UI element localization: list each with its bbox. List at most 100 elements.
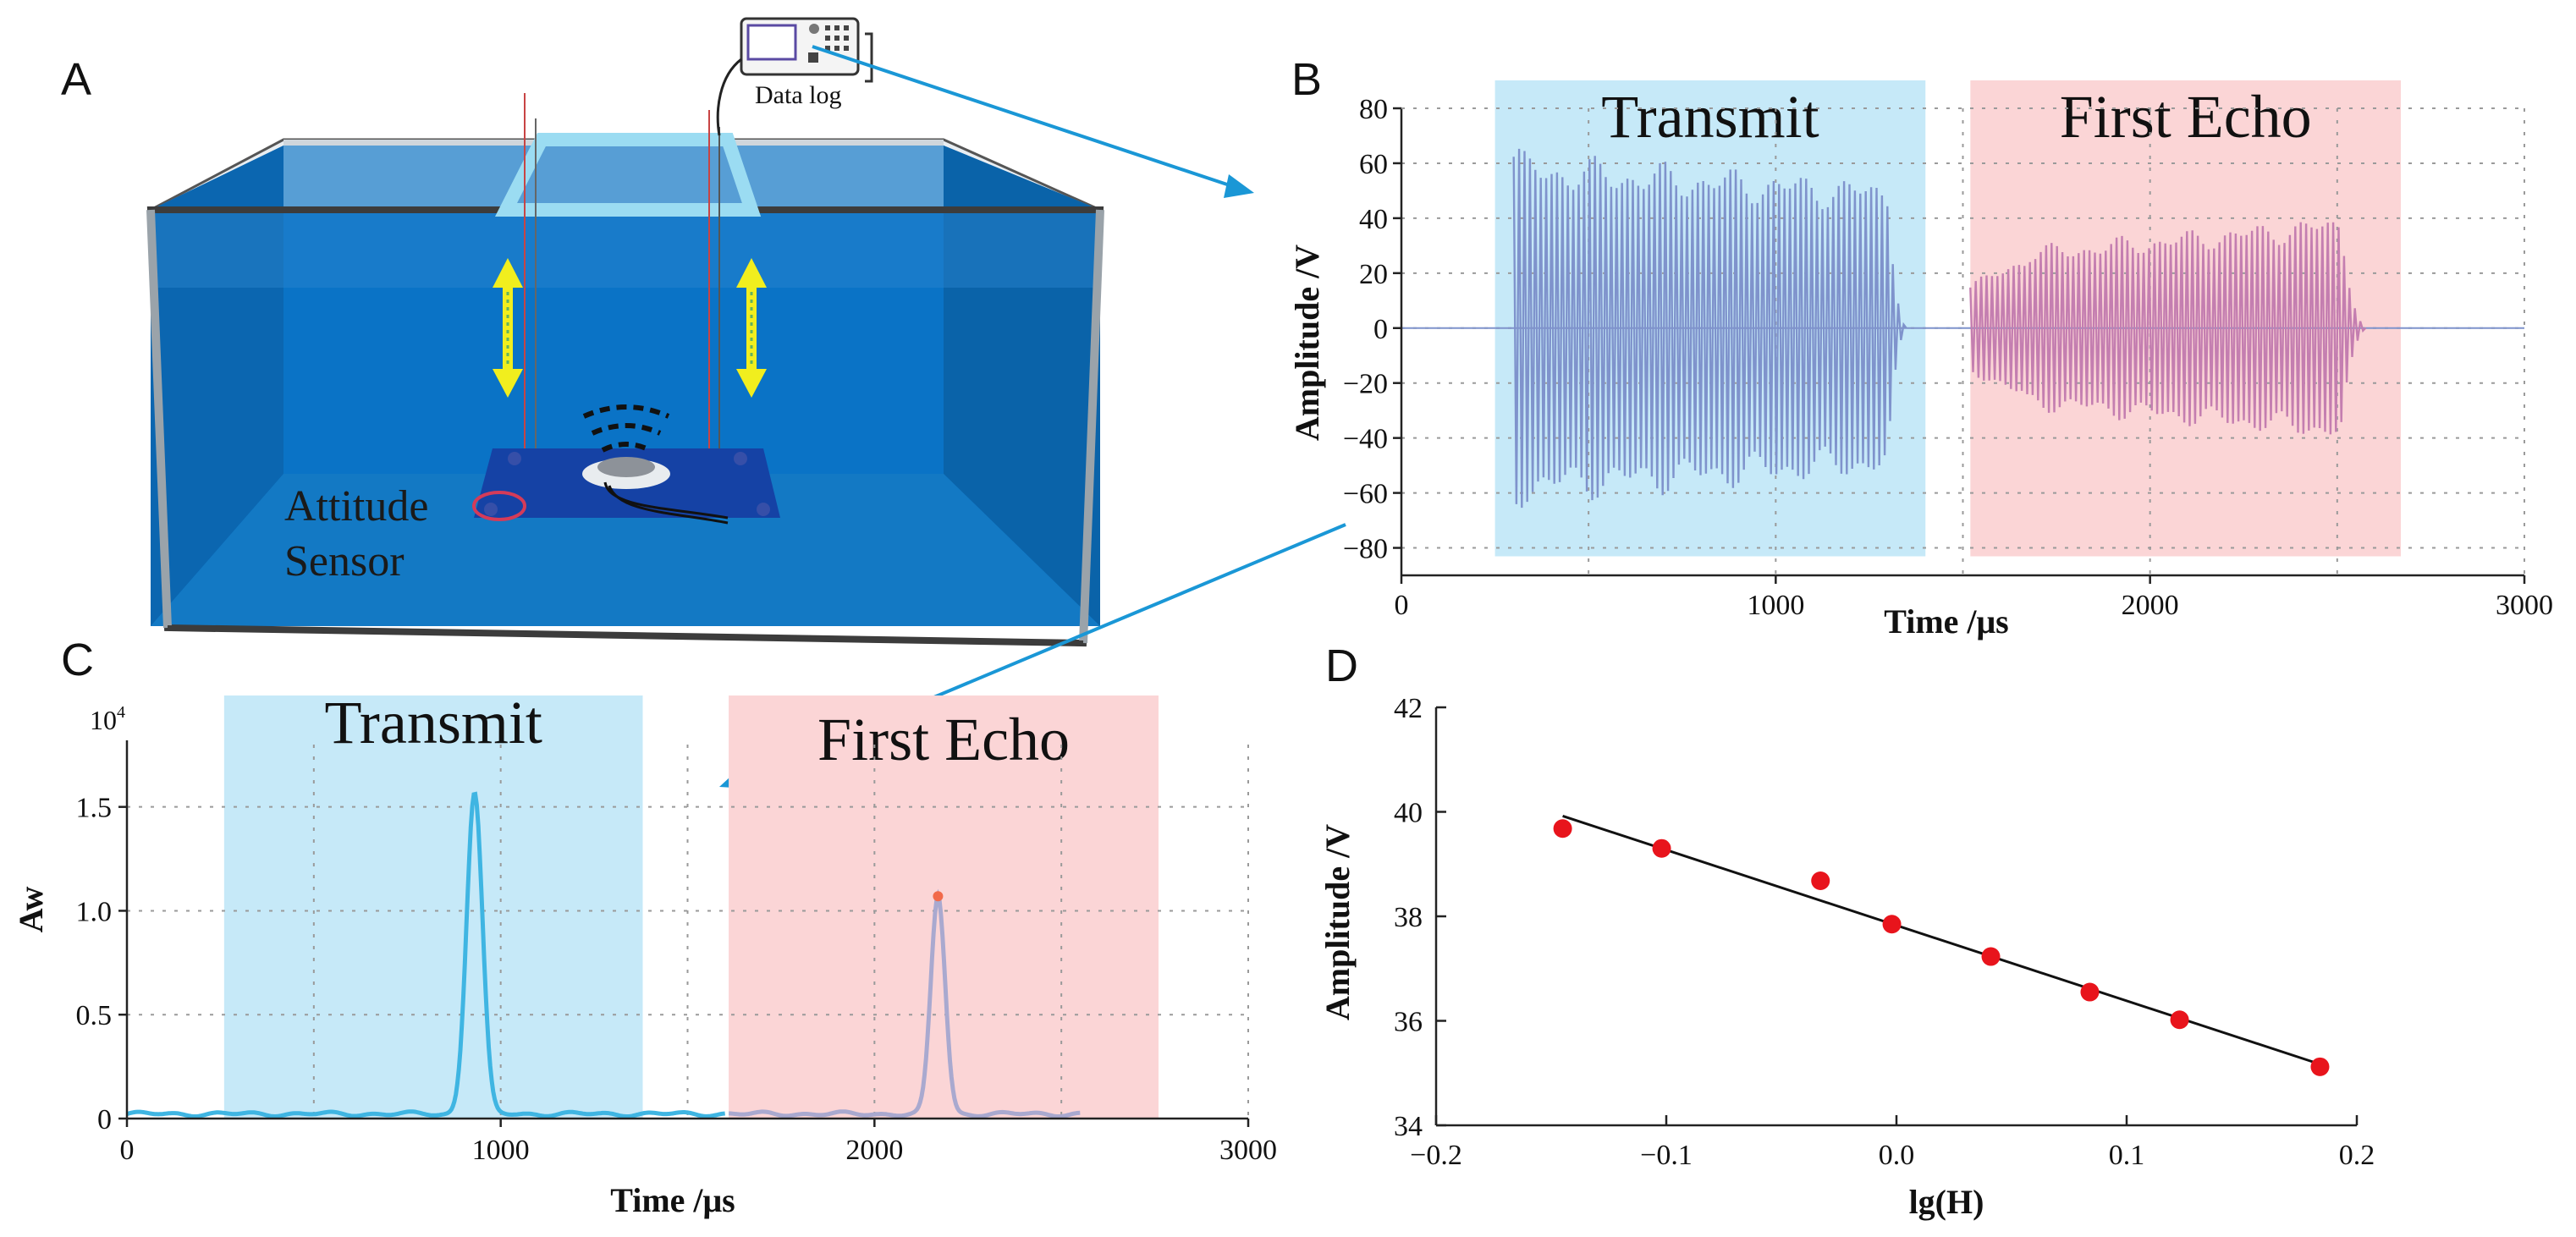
- sound-wave-icon: [582, 404, 670, 453]
- tank-right-wall: [944, 146, 1100, 626]
- panel-d: D 42 40 38 36 34−0.2 −0.1 0.0 0.1 0.2 lg(H) Ampl…: [1318, 640, 2375, 1221]
- sensor-label-line2: Sensor: [284, 537, 405, 586]
- d-y-axis-title: Amplitude /V: [1318, 824, 1357, 1020]
- c-ytick-label: 0.5: [76, 1000, 113, 1031]
- d-x-axis-title: lg(H): [1909, 1183, 1984, 1221]
- plate-bolt: [757, 503, 770, 516]
- suspension-frame: [494, 133, 762, 217]
- b-ytick-label: 60: [1359, 149, 1388, 180]
- d-xtick-label: −0.2: [1410, 1140, 1462, 1171]
- tank-water-surface: [151, 146, 1100, 210]
- d-fit-line: [1562, 815, 2320, 1066]
- d-data-point: [1553, 819, 1572, 838]
- d-data-point: [2310, 1057, 2330, 1076]
- b-series-transmit: [1512, 148, 1907, 509]
- tank-bottom-edge: [167, 625, 1084, 646]
- d-xtick-label: 0.2: [2339, 1140, 2375, 1171]
- tank-left-edge: [146, 209, 172, 629]
- tank-right-edge: [1079, 209, 1104, 644]
- b-ytick-label: −80: [1343, 534, 1388, 565]
- c-band-transmit: [223, 695, 643, 1119]
- panel-letter-c: C: [61, 635, 94, 685]
- c-band-label: Transmit: [324, 689, 542, 756]
- plate-bolt: [508, 452, 521, 465]
- c-ytick-label: 1.0: [76, 896, 113, 927]
- c-peak-marker: [933, 891, 944, 902]
- axes-layer: 42 40 38 36 34−0.2 −0.1 0.0 0.1 0.2: [1394, 693, 2375, 1171]
- b-band-label: First Echo: [2060, 83, 2312, 151]
- connector-arrow-b: [812, 45, 1238, 190]
- attitude-sensor-marker: [472, 491, 526, 521]
- panel-letter-d: D: [1325, 640, 1358, 691]
- d-ytick-label: 38: [1394, 902, 1423, 933]
- transducer-head: [597, 457, 655, 477]
- c-xtick-label: 2000: [845, 1135, 903, 1166]
- c-x-axis-title: Time /μs: [610, 1181, 735, 1219]
- grid-layer: [127, 745, 1249, 1119]
- d-data-point: [1811, 871, 1830, 891]
- d-data-point: [1981, 947, 2001, 966]
- connector-arrowhead-b: [1224, 174, 1254, 198]
- data-logger-device: [740, 17, 873, 83]
- panel-letter-b: B: [1291, 54, 1322, 105]
- panel-c: C Transmit First Echo 1.5 1.0 0.5 00 1000 2000…: [12, 635, 1277, 1219]
- plate-bolt: [734, 452, 747, 465]
- c-y-axis-title: Aw: [12, 886, 50, 932]
- b-ytick-label: 40: [1359, 204, 1388, 235]
- transducer-cable: [608, 485, 729, 525]
- d-ytick-label: 42: [1394, 693, 1423, 724]
- b-x-axis-title: Time /μs: [1884, 602, 2009, 640]
- logger-cable: [716, 58, 742, 136]
- d-xtick-label: 0.1: [2109, 1140, 2145, 1171]
- d-data-point: [2080, 982, 2100, 1002]
- data-log-label: Data log: [755, 81, 841, 109]
- c-xtick-label: 0: [120, 1135, 135, 1166]
- b-series-first-echo: [1969, 222, 2367, 435]
- b-ytick-label: −60: [1343, 479, 1388, 510]
- b-xtick-label: 0: [1395, 590, 1409, 621]
- d-ytick-label: 34: [1394, 1111, 1423, 1142]
- b-xtick-label: 2000: [2122, 590, 2179, 621]
- d-xtick-label: −0.1: [1640, 1140, 1693, 1171]
- panel-b: B Transmit First Echo 80 60 40 20 0 −20 −40 −60 −…: [1288, 54, 2553, 640]
- band-layer: Transmit First Echo: [223, 689, 1159, 1119]
- b-xtick-label: 1000: [1747, 590, 1804, 621]
- d-data-point: [1652, 838, 1671, 858]
- vertical-motion-arrow-right: [736, 258, 767, 398]
- b-xtick-label: 3000: [2496, 590, 2553, 621]
- sensor-label-line1: Attitude: [284, 482, 428, 531]
- c-series-transmit: [126, 791, 725, 1119]
- vertical-motion-arrow-left: [493, 258, 523, 398]
- b-ytick-label: 0: [1373, 314, 1388, 345]
- c-xtick-label: 1000: [472, 1135, 530, 1166]
- points-layer: [1553, 819, 2330, 1076]
- c-ytick-label: 1.5: [76, 793, 113, 824]
- axes-layer: 1.5 1.0 0.5 00 1000 2000 3000: [76, 740, 1277, 1166]
- c-band-first-echo: [729, 695, 1159, 1119]
- b-ytick-label: −40: [1343, 424, 1388, 455]
- tank-upper-glass: [151, 210, 1100, 288]
- b-ytick-label: −20: [1343, 369, 1388, 400]
- signal-layer: [1401, 148, 2524, 509]
- c-xtick-label: 3000: [1219, 1135, 1277, 1166]
- c-series-first-echo: [728, 888, 1081, 1119]
- b-ytick-label: 80: [1359, 94, 1388, 125]
- fit-layer: [1562, 815, 2320, 1066]
- signal-layer: [126, 791, 1081, 1119]
- d-ytick-label: 36: [1394, 1007, 1423, 1038]
- tank-left-wall: [151, 146, 283, 626]
- b-ytick-label: 20: [1359, 259, 1388, 290]
- panel-letter-a: A: [61, 54, 91, 105]
- b-y-axis-title: Amplitude /V: [1288, 245, 1326, 441]
- tank-floor: [151, 474, 1100, 626]
- transducer-cable: [603, 481, 729, 520]
- c-exponent: 104: [90, 703, 125, 735]
- d-xtick-label: 0.0: [1879, 1140, 1915, 1171]
- b-band-label: Transmit: [1601, 83, 1819, 151]
- c-ytick-label: 0: [97, 1104, 112, 1135]
- d-data-point: [2170, 1010, 2189, 1030]
- panel-a: A: [61, 17, 1254, 647]
- d-ytick-label: 40: [1394, 798, 1423, 829]
